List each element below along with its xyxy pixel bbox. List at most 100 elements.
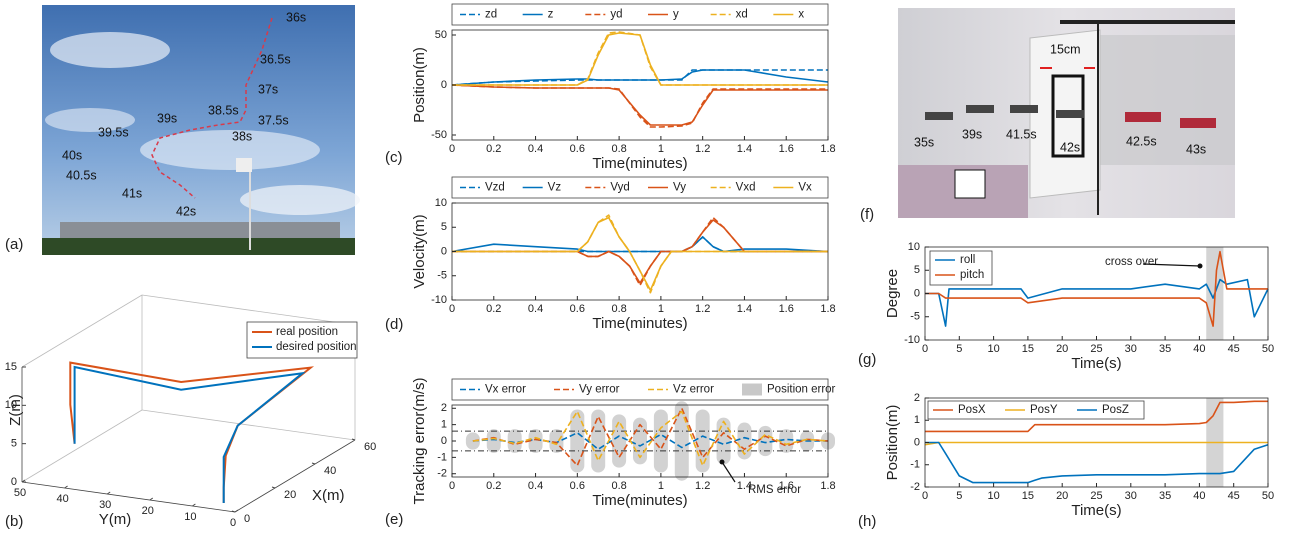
- box-edge: [21, 409, 143, 483]
- x-axis-label: Time(minutes): [592, 315, 687, 332]
- x-tick-label: 0.2: [486, 480, 501, 492]
- y-tick-label: -5: [437, 270, 447, 282]
- x-tick-label: 0: [244, 513, 250, 525]
- y-tick-label: 0: [914, 287, 920, 299]
- legend-label: pitch: [960, 269, 984, 281]
- legend-label: real position: [276, 326, 338, 338]
- annotation-arrow: [1142, 263, 1201, 267]
- photo-f: [898, 8, 1235, 218]
- photo-label: 42.5s: [1126, 134, 1157, 148]
- legend-label: Vyd: [610, 182, 629, 194]
- arrow-head: [719, 459, 725, 465]
- x-axis-label: Time(minutes): [592, 492, 687, 509]
- x-tick-label: 20: [284, 489, 296, 501]
- photo-label: 41s: [122, 186, 142, 200]
- x-tick-label: 0.6: [570, 480, 585, 492]
- y-tick: [106, 491, 111, 495]
- box-edge: [141, 294, 356, 326]
- y-tick-label: -1: [910, 459, 920, 471]
- x-tick-label: 1.6: [779, 143, 794, 155]
- series-line: [924, 441, 1268, 446]
- series-line: [451, 69, 828, 86]
- series-line: [925, 400, 1268, 433]
- x-tick-label: 0.6: [570, 303, 585, 315]
- x-tick-label: 10: [987, 490, 999, 502]
- x-tick-label: 5: [956, 343, 962, 355]
- y-tick: [149, 497, 154, 501]
- series-line: [452, 32, 828, 86]
- trajectory: [69, 361, 315, 503]
- photo-label: 36.5s: [260, 52, 291, 66]
- y-tick: [192, 503, 196, 507]
- photo-label: 37.5s: [258, 113, 289, 127]
- series-line: [451, 84, 828, 128]
- legend-label: zd: [485, 9, 497, 21]
- y-tick-label: 10: [435, 197, 447, 209]
- x-tick-label: 45: [1228, 343, 1240, 355]
- x-tick: [311, 462, 316, 465]
- x-tick-label: 15: [1022, 490, 1034, 502]
- photo-label: 39s: [962, 127, 982, 141]
- panel-label: (c): [385, 149, 403, 166]
- x-tick-label: 1.2: [695, 143, 710, 155]
- photo-label: 37s: [258, 82, 278, 96]
- z-tick-label: 0: [11, 476, 17, 488]
- x-tick-label: 1.2: [695, 303, 710, 315]
- legend-label: yd: [610, 9, 622, 21]
- x-tick-label: 25: [1090, 490, 1102, 502]
- x-tick-label: 0: [922, 490, 928, 502]
- y-axis-label: Y(m): [99, 511, 132, 528]
- panel-label: (e): [385, 511, 403, 528]
- y-tick-label: 2: [441, 402, 447, 414]
- series-line: [452, 31, 828, 86]
- x-tick-label: 0.4: [528, 143, 543, 155]
- x-tick-label: 1.8: [820, 480, 835, 492]
- x-tick-label: 0.8: [611, 480, 626, 492]
- y-tick-label: -1: [437, 451, 447, 463]
- legend: [451, 378, 829, 401]
- legend: [246, 321, 358, 359]
- photo-label: 35s: [914, 135, 934, 149]
- legend-label: Vz error: [673, 384, 714, 396]
- y-tick-label: 30: [99, 499, 111, 511]
- y-tick-label: 5: [914, 264, 920, 276]
- legend-label: desired position: [276, 341, 357, 353]
- y-tick-label: 0: [230, 517, 236, 529]
- legend-label: roll: [960, 254, 975, 266]
- annotation-arrow: [721, 461, 736, 483]
- panel-label: (d): [385, 316, 403, 333]
- x-tick-label: 1.6: [779, 303, 794, 315]
- series-line: [451, 84, 828, 126]
- x-tick-label: 0: [449, 480, 455, 492]
- x-tick-label: 60: [364, 441, 376, 453]
- photo-label: 42s: [1060, 140, 1080, 154]
- box-edge: [234, 439, 356, 513]
- cloud: [140, 130, 320, 170]
- x-tick-label: 30: [1125, 490, 1137, 502]
- x-tick-label: 15: [1022, 343, 1034, 355]
- y-tick-label: -2: [910, 481, 920, 493]
- x-tick-label: 0.8: [611, 303, 626, 315]
- z-tick-label: 10: [5, 399, 17, 411]
- series-line: [452, 214, 828, 294]
- y-tick-label: -10: [431, 294, 447, 306]
- trajectory: [73, 365, 306, 503]
- photo-label: 39.5s: [98, 125, 129, 139]
- y-tick-label: 0: [441, 245, 447, 257]
- legend-swatch: [742, 383, 762, 396]
- series-line: [925, 441, 1269, 484]
- y-tick-label: -10: [904, 334, 920, 346]
- legend-label: Vz: [548, 182, 562, 194]
- y-tick: [21, 479, 26, 483]
- annotation: cross over: [1105, 256, 1158, 268]
- x-tick-label: 30: [1125, 343, 1137, 355]
- z-tick-label: 5: [11, 438, 17, 450]
- drone: [925, 112, 953, 120]
- legend-label: Vx: [798, 182, 812, 194]
- y-tick-label: 5: [441, 221, 447, 233]
- y-tick-label: 10: [908, 241, 920, 253]
- photo-label: 38.5s: [208, 103, 239, 117]
- y-tick: [234, 509, 239, 513]
- panel-label: (f): [860, 206, 874, 223]
- x-axis-label: Time(s): [1071, 355, 1121, 372]
